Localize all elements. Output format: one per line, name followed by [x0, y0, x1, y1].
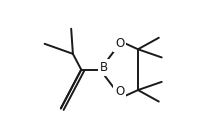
Text: B: B: [99, 61, 107, 74]
Text: O: O: [114, 85, 124, 98]
Text: O: O: [114, 37, 124, 50]
